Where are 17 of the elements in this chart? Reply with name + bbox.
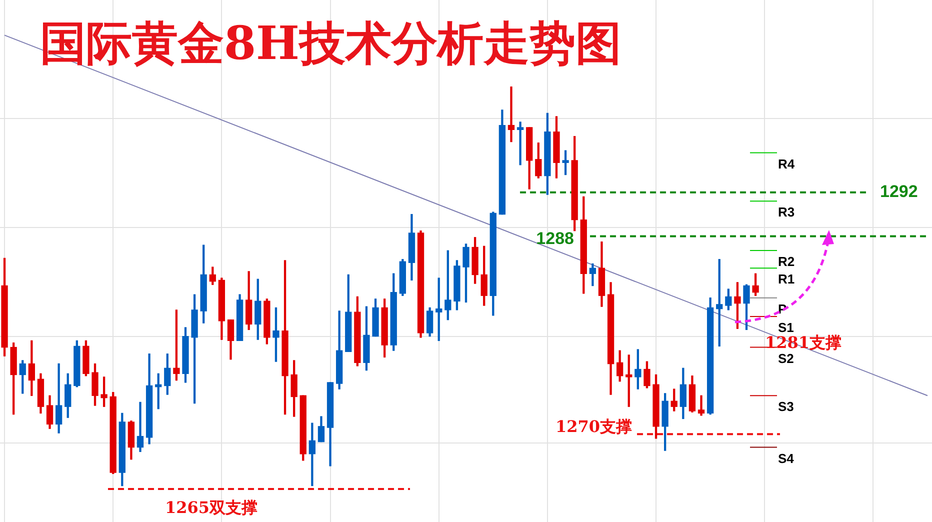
candlestick [308,422,316,486]
ref-line-label: S3 [778,399,794,414]
ref-line-label: 1288 [536,228,574,248]
candlestick [698,395,705,416]
candlestick [508,86,515,142]
ref-line-label: 1265双支撑 [165,498,258,518]
ref-line-label: R4 [778,156,796,172]
ref-line-label: S4 [778,450,795,466]
ref-line-label: S2 [778,350,794,366]
chart-title: 国际黄金8H技术分析走势图 [40,15,622,72]
ref-line-label: 1292 [880,182,918,202]
ref-line-label: 1270支撑 [555,417,632,436]
candlestick [516,122,524,166]
ref-line-label: R3 [778,204,795,220]
ref-line-label: S1 [778,320,794,336]
ref-line-label: R2 [778,254,795,270]
ref-line-label: R1 [778,272,795,287]
